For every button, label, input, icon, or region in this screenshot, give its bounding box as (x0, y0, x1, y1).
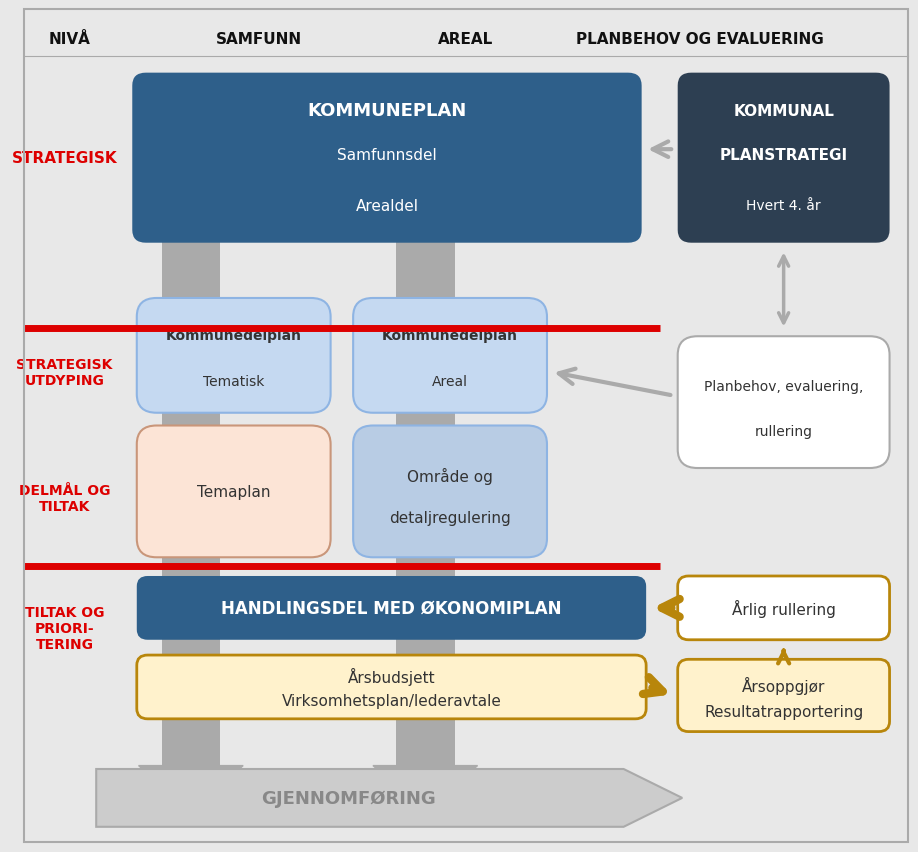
Text: KOMMUNAL: KOMMUNAL (733, 103, 834, 118)
Text: Kommunedelplan: Kommunedelplan (165, 328, 302, 343)
Text: Tematisk: Tematisk (203, 374, 264, 389)
Text: Areal: Areal (432, 374, 468, 389)
Text: Årsoppgjør: Årsoppgjør (742, 676, 825, 694)
FancyBboxPatch shape (677, 659, 890, 732)
Text: Samfunnsdel: Samfunnsdel (337, 147, 437, 163)
Text: rullering: rullering (755, 424, 812, 439)
Text: Virksomhetsplan/lederavtale: Virksomhetsplan/lederavtale (282, 694, 501, 709)
Text: Kommunedelplan: Kommunedelplan (382, 328, 518, 343)
Text: Årlig rullering: Årlig rullering (732, 599, 835, 617)
Text: Område og: Område og (407, 468, 493, 485)
Text: SAMFUNN: SAMFUNN (216, 32, 301, 47)
Text: Årsbudsjett: Årsbudsjett (348, 667, 435, 685)
Text: NIVÅ: NIVÅ (49, 32, 90, 47)
Text: PLANSTRATEGI: PLANSTRATEGI (720, 147, 847, 163)
Text: Planbehov, evaluering,: Planbehov, evaluering, (704, 380, 863, 394)
FancyBboxPatch shape (137, 426, 330, 557)
Text: STRATEGISK: STRATEGISK (12, 151, 118, 166)
Polygon shape (373, 766, 477, 813)
Text: Arealdel: Arealdel (355, 199, 419, 214)
FancyBboxPatch shape (137, 655, 646, 719)
Text: detaljregulering: detaljregulering (389, 510, 511, 526)
Text: TILTAK OG
PRIORI-
TERING: TILTAK OG PRIORI- TERING (25, 605, 105, 651)
Text: Resultatrapportering: Resultatrapportering (704, 704, 863, 719)
FancyBboxPatch shape (677, 576, 890, 640)
Text: KOMMUNEPLAN: KOMMUNEPLAN (308, 102, 466, 120)
FancyBboxPatch shape (353, 298, 547, 413)
FancyBboxPatch shape (137, 576, 646, 640)
Polygon shape (96, 769, 682, 826)
Polygon shape (139, 766, 243, 813)
Text: PLANBEHOV OG EVALUERING: PLANBEHOV OG EVALUERING (577, 32, 824, 47)
Text: AREAL: AREAL (438, 32, 494, 47)
FancyBboxPatch shape (137, 298, 330, 413)
Text: Temaplan: Temaplan (197, 484, 271, 499)
Text: HANDLINGSDEL MED ØKONOMIPLAN: HANDLINGSDEL MED ØKONOMIPLAN (221, 599, 562, 617)
FancyBboxPatch shape (162, 103, 220, 766)
FancyBboxPatch shape (396, 103, 454, 766)
Text: Hvert 4. år: Hvert 4. år (746, 199, 821, 213)
Text: GJENNOMFØRING: GJENNOMFØRING (261, 789, 435, 807)
FancyBboxPatch shape (132, 73, 642, 244)
Text: STRATEGISK
UTDYPING: STRATEGISK UTDYPING (17, 358, 113, 388)
FancyBboxPatch shape (677, 337, 890, 469)
Text: DELMÅL OG
TILTAK: DELMÅL OG TILTAK (19, 483, 110, 513)
FancyBboxPatch shape (677, 73, 890, 244)
FancyBboxPatch shape (353, 426, 547, 557)
